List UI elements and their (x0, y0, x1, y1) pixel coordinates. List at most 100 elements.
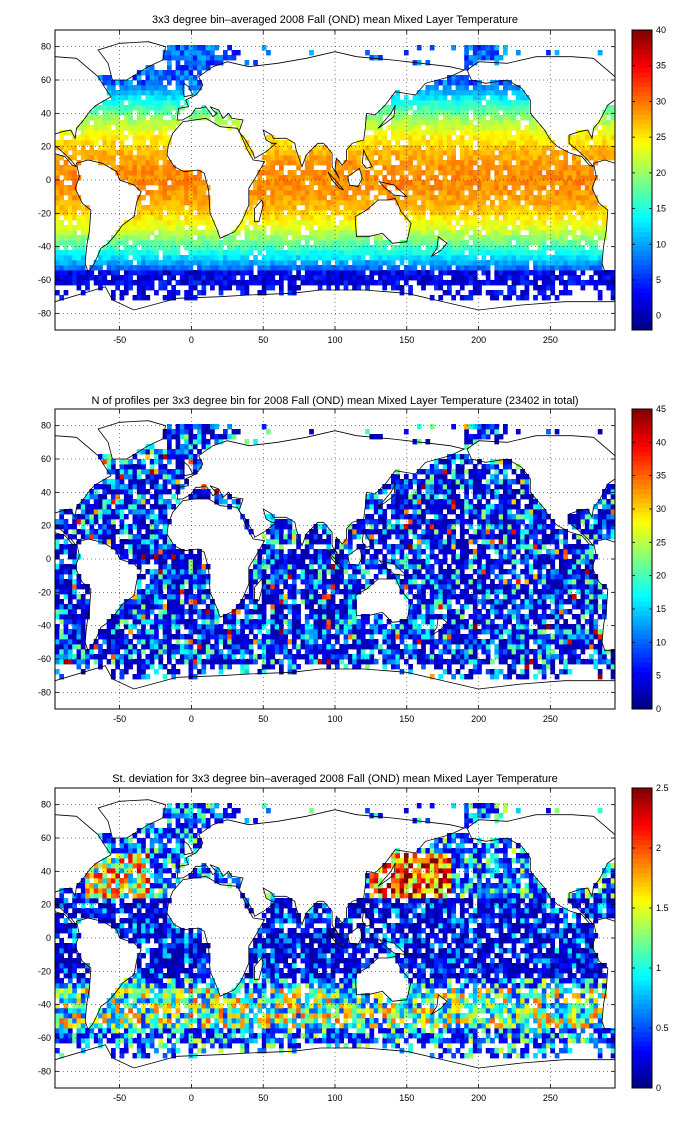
heatmap-cell (490, 295, 495, 301)
heatmap-cell (179, 90, 185, 96)
heatmap-cell (352, 200, 357, 206)
colorbar-segment (632, 165, 652, 172)
heatmap-cell (580, 285, 586, 291)
heatmap-cell (395, 275, 401, 281)
heatmap-cell (55, 185, 60, 191)
heatmap-cell (533, 285, 538, 291)
heatmap-cell (403, 160, 409, 166)
heatmap-cell (434, 165, 439, 171)
heatmap-cell (468, 120, 474, 126)
heatmap-cell (416, 270, 422, 276)
heatmap-cell (490, 130, 495, 136)
heatmap-cell (205, 614, 211, 620)
heatmap-cell (447, 125, 452, 131)
heatmap-cell (141, 275, 146, 281)
heatmap-cell (442, 230, 448, 236)
heatmap-cell (141, 265, 146, 271)
heatmap-cell (490, 85, 495, 91)
heatmap-cell (533, 260, 538, 266)
heatmap-cell (128, 464, 133, 470)
heatmap-cell (403, 245, 409, 251)
heatmap-cell (201, 664, 207, 670)
heatmap-cell (464, 180, 469, 186)
heatmap-cell (89, 489, 95, 495)
heatmap-cell (59, 544, 65, 550)
heatmap-cell (326, 260, 332, 266)
heatmap-cell (102, 539, 108, 545)
heatmap-cell (98, 155, 103, 161)
heatmap-cell (102, 484, 108, 490)
heatmap-cell (597, 280, 603, 286)
heatmap-cell (171, 265, 177, 271)
heatmap-cell (266, 200, 271, 206)
heatmap-cell (408, 125, 413, 131)
chart-title: N of profiles per 3x3 degree bin for 200… (91, 395, 578, 407)
heatmap-cell (119, 160, 125, 166)
heatmap-cell (231, 270, 237, 276)
heatmap-cell (149, 115, 155, 121)
heatmap-cell (167, 105, 172, 111)
heatmap-cell (451, 145, 457, 151)
heatmap-cell (511, 120, 517, 126)
heatmap-cell (571, 280, 577, 286)
heatmap-cell (447, 185, 452, 191)
heatmap-cell (149, 155, 155, 161)
heatmap-cell (429, 230, 435, 236)
heatmap-cell (468, 145, 474, 151)
heatmap-cell (576, 275, 581, 281)
heatmap-cell (85, 614, 90, 620)
heatmap-cell (231, 265, 237, 271)
heatmap-cell (240, 285, 245, 291)
heatmap-cell (304, 245, 310, 251)
heatmap-cell (136, 639, 142, 645)
heatmap-cell (188, 659, 194, 665)
heatmap-cell (158, 180, 164, 186)
heatmap-cell (464, 215, 469, 221)
heatmap-cell (210, 250, 215, 256)
heatmap-cell (111, 629, 116, 635)
heatmap-cell (602, 230, 607, 236)
heatmap-cell (167, 459, 172, 465)
heatmap-cell (524, 210, 530, 216)
heatmap-cell (313, 260, 319, 266)
heatmap-cell (162, 165, 168, 171)
heatmap-cell (85, 270, 90, 276)
heatmap-cell (352, 185, 357, 191)
heatmap-cell (93, 489, 99, 495)
heatmap-cell (309, 220, 314, 226)
heatmap-cell (167, 260, 172, 266)
heatmap-cell (167, 449, 172, 455)
heatmap-cell (192, 270, 198, 276)
heatmap-cell (145, 489, 151, 495)
heatmap-cell (188, 609, 194, 615)
heatmap-cell (464, 55, 469, 61)
heatmap-cell (283, 230, 289, 236)
coastline (182, 82, 194, 98)
heatmap-cell (76, 275, 82, 281)
heatmap-cell (119, 260, 125, 266)
heatmap-cell (218, 120, 224, 126)
heatmap-cell (576, 265, 581, 271)
heatmap-cell (507, 220, 513, 226)
heatmap-cell (76, 514, 82, 520)
heatmap-cell (192, 275, 198, 281)
heatmap-cell (330, 275, 336, 281)
heatmap-cell (115, 270, 121, 276)
heatmap-cell (541, 250, 547, 256)
heatmap-cell (515, 170, 521, 176)
heatmap-cell (111, 529, 116, 535)
heatmap-cell (123, 150, 129, 156)
heatmap-cell (576, 190, 581, 196)
heatmap-cell (115, 100, 121, 106)
heatmap-cell (477, 210, 482, 216)
heatmap-cell (128, 529, 133, 535)
heatmap-cell (158, 105, 164, 111)
heatmap-cell (136, 564, 142, 570)
heatmap-cell (477, 165, 482, 171)
coastline (55, 286, 615, 330)
heatmap-cell (119, 669, 125, 675)
heatmap-cell (494, 190, 500, 196)
heatmap-cell (154, 155, 159, 161)
heatmap-cell (304, 220, 310, 226)
heatmap-cell (270, 245, 276, 251)
